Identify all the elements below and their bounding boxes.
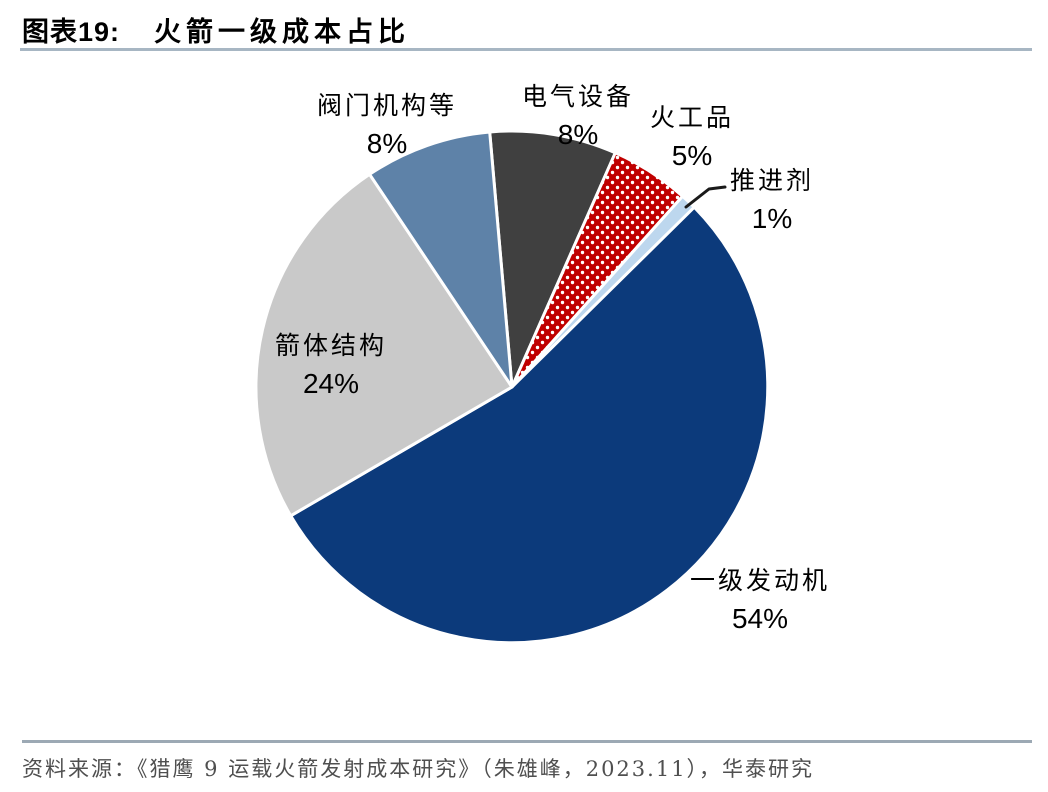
slice-value: 24% xyxy=(302,368,360,399)
title-divider xyxy=(20,48,1032,51)
slice-label-pyrotechnics: 火工品 5% xyxy=(650,100,734,174)
pie-slice-first-stage-engine xyxy=(289,205,770,645)
source-attribution: 资料来源：《猎鹰 9 运载火箭发射成本研究》（朱雄峰，2023.11），华泰研究 xyxy=(22,757,815,781)
slice-label-electrical-equipment: 电气设备 8% xyxy=(522,79,634,153)
pie-slices-group xyxy=(254,129,770,645)
slice-label-valve-mechanism: 阀门机构等 8% xyxy=(317,88,457,162)
slice-value: 5% xyxy=(671,140,713,171)
slice-value: 54% xyxy=(731,603,789,634)
figure-number-label: 图表19: xyxy=(22,17,121,47)
propellant-leader-line xyxy=(684,185,727,209)
slice-label-first-stage-engine: 一级发动机 54% xyxy=(690,563,830,637)
slice-name: 箭体结构 xyxy=(274,332,388,360)
slice-name: 阀门机构等 xyxy=(316,92,458,120)
slice-value: 8% xyxy=(366,128,408,159)
slice-name: 推进剂 xyxy=(729,167,815,195)
footer-divider xyxy=(22,740,1032,743)
slice-label-rocket-body-structure: 箭体结构 24% xyxy=(275,328,387,402)
pie-slice-electrical-equipment xyxy=(488,129,617,389)
pie-slice-rocket-body-structure xyxy=(254,172,514,518)
figure-title: 火箭一级成本占比 xyxy=(154,17,411,47)
slice-name: 火工品 xyxy=(649,104,735,132)
slice-label-propellant: 推进剂 1% xyxy=(730,163,814,237)
figure-header: 图表19: 火箭一级成本占比 xyxy=(22,10,410,49)
pie-slice-valve-mechanism-etc xyxy=(368,130,514,389)
slice-value: 8% xyxy=(557,119,599,150)
slice-name: 一级发动机 xyxy=(689,567,831,595)
slice-value: 1% xyxy=(751,203,793,234)
slice-name: 电气设备 xyxy=(521,83,635,111)
